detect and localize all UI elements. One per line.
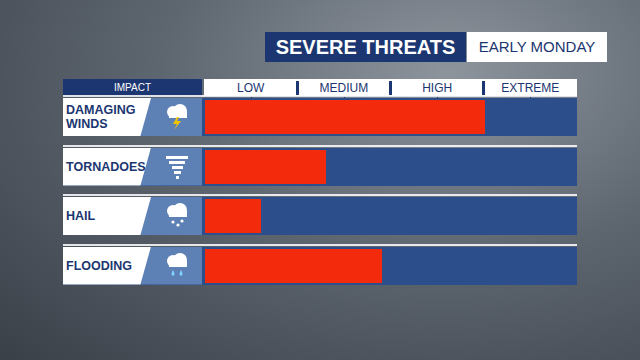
separator bbox=[389, 81, 392, 95]
row-rule bbox=[63, 145, 577, 147]
icon bbox=[163, 152, 193, 182]
label-panel: HAIL bbox=[63, 197, 151, 235]
label-panel: DAMAGING WINDS bbox=[63, 98, 151, 136]
subtitle: EARLY MONDAY bbox=[467, 32, 607, 62]
bar bbox=[205, 249, 382, 283]
bar bbox=[205, 199, 261, 233]
row-rule bbox=[63, 194, 577, 196]
label-panel: TORNADOES bbox=[63, 148, 151, 186]
plot-area bbox=[204, 0, 577, 360]
row-rule bbox=[63, 95, 577, 97]
bar bbox=[205, 150, 326, 184]
separator bbox=[482, 81, 485, 95]
category-label: HAIL bbox=[66, 197, 144, 235]
icon bbox=[163, 251, 193, 281]
bar bbox=[205, 100, 485, 134]
icon bbox=[163, 201, 193, 231]
separator bbox=[296, 81, 299, 95]
category-label: DAMAGING WINDS bbox=[66, 98, 144, 136]
category-label: FLOODING bbox=[66, 247, 144, 285]
row-rule bbox=[63, 244, 577, 246]
label-panel: FLOODING bbox=[63, 247, 151, 285]
icon bbox=[163, 102, 193, 132]
category-label: TORNADOES bbox=[66, 148, 144, 186]
title: SEVERE THREATS bbox=[265, 32, 466, 62]
